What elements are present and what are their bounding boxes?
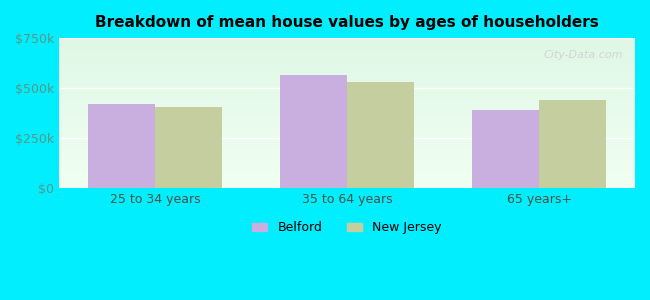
Text: City-Data.com: City-Data.com [544,50,623,60]
Bar [155,107,222,188]
Legend: Belford, New Jersey: Belford, New Jersey [248,216,447,239]
Bar [539,100,606,188]
Bar [347,82,414,188]
Bar [472,110,539,188]
Bar [88,104,155,188]
Title: Breakdown of mean house values by ages of householders: Breakdown of mean house values by ages o… [95,15,599,30]
Bar [280,75,347,188]
